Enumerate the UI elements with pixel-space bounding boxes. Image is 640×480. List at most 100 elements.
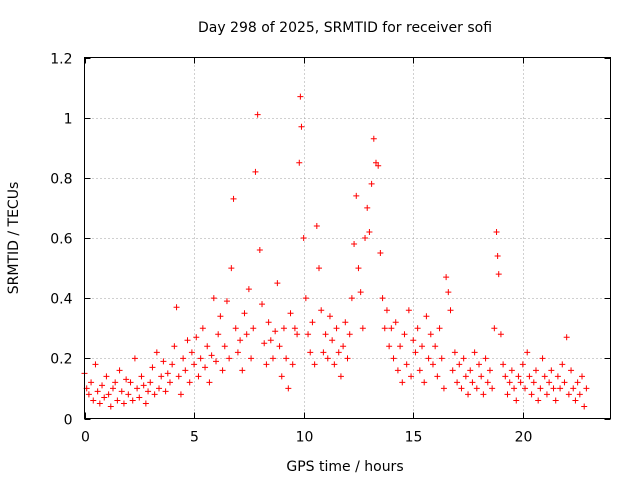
data-point xyxy=(213,358,219,365)
data-point xyxy=(90,397,97,404)
data-point xyxy=(269,355,276,362)
data-point xyxy=(300,235,307,241)
data-point xyxy=(583,385,590,392)
data-point xyxy=(362,235,369,241)
data-point xyxy=(177,391,184,398)
data-point xyxy=(440,385,447,392)
data-point xyxy=(85,391,92,398)
data-point xyxy=(335,349,342,356)
data-point xyxy=(410,337,417,344)
data-point xyxy=(171,343,178,350)
data-point xyxy=(451,349,458,356)
data-point xyxy=(215,331,222,338)
data-point xyxy=(138,373,145,380)
data-point xyxy=(188,349,195,356)
data-point xyxy=(228,265,235,272)
data-point xyxy=(156,385,163,392)
data-point xyxy=(443,274,450,281)
data-point xyxy=(543,391,550,398)
y-tick-label: 1 xyxy=(64,112,73,128)
data-point xyxy=(572,397,579,404)
data-point xyxy=(405,307,412,314)
data-point xyxy=(206,379,213,386)
data-point xyxy=(313,222,320,229)
data-point xyxy=(579,373,586,380)
data-point xyxy=(294,331,301,338)
data-point xyxy=(548,367,555,374)
data-point xyxy=(250,325,257,332)
data-point xyxy=(107,403,114,410)
data-point xyxy=(379,295,386,302)
plot-frame xyxy=(84,57,611,419)
y-tick-label: 0 xyxy=(64,413,73,429)
y-tick-label: 0.8 xyxy=(50,172,72,188)
data-point xyxy=(484,379,491,386)
data-point xyxy=(263,361,270,368)
data-point xyxy=(458,385,465,392)
data-point xyxy=(541,373,548,380)
data-point xyxy=(326,313,333,320)
data-point xyxy=(581,403,588,410)
data-point xyxy=(127,379,134,386)
data-point xyxy=(539,355,546,362)
data-point xyxy=(184,337,191,344)
data-point xyxy=(105,391,112,398)
data-point xyxy=(116,367,123,374)
data-point xyxy=(261,340,268,347)
data-point xyxy=(134,385,141,392)
data-point xyxy=(239,367,246,374)
data-point xyxy=(364,204,371,211)
data-point xyxy=(469,379,476,386)
data-point xyxy=(506,379,513,386)
data-point xyxy=(478,373,485,380)
data-point xyxy=(351,241,358,248)
data-point xyxy=(383,307,390,314)
data-point xyxy=(473,385,480,392)
data-point xyxy=(153,349,160,356)
data-point xyxy=(559,361,566,368)
data-point xyxy=(508,367,515,374)
data-point xyxy=(272,328,279,335)
data-point xyxy=(480,391,487,398)
data-point xyxy=(515,373,522,380)
x-tick-label: 10 xyxy=(296,430,314,446)
data-point xyxy=(182,367,189,374)
data-point xyxy=(408,373,415,380)
data-point xyxy=(285,385,292,392)
data-point xyxy=(296,159,303,166)
data-point xyxy=(311,361,318,368)
data-point xyxy=(324,355,331,362)
data-point xyxy=(386,343,393,350)
data-point xyxy=(232,325,239,332)
data-point xyxy=(456,361,463,368)
data-point xyxy=(493,228,500,235)
data-point xyxy=(101,394,108,401)
y-tick-label: 0.6 xyxy=(50,232,72,248)
x-axis-label: GPS time / hours xyxy=(286,459,403,475)
data-point xyxy=(370,135,377,142)
data-point xyxy=(372,159,379,166)
data-point xyxy=(412,349,419,356)
data-point xyxy=(265,319,272,326)
data-point xyxy=(283,355,290,362)
data-point xyxy=(377,250,384,257)
data-point xyxy=(298,123,305,130)
data-point xyxy=(552,397,559,404)
data-point xyxy=(226,355,233,362)
data-point xyxy=(359,325,366,332)
data-point xyxy=(357,289,364,296)
data-point xyxy=(245,286,252,293)
data-point xyxy=(320,349,327,356)
y-tick-label: 1.2 xyxy=(50,52,72,68)
data-point xyxy=(342,319,349,326)
data-point xyxy=(331,361,338,368)
data-point xyxy=(147,379,154,386)
data-point xyxy=(381,325,388,332)
data-point xyxy=(337,373,344,380)
data-point xyxy=(388,325,395,332)
data-point xyxy=(432,343,439,350)
data-point xyxy=(118,388,125,395)
data-point xyxy=(502,373,509,380)
data-point xyxy=(537,385,544,392)
data-point xyxy=(173,304,180,311)
